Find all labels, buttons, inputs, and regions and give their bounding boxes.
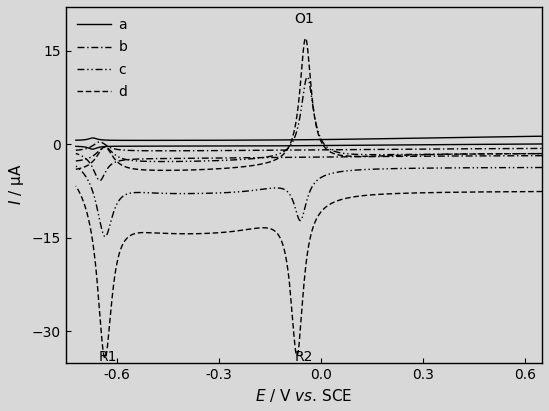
Legend: a, b, c, d: a, b, c, d bbox=[72, 14, 131, 103]
Text: R1: R1 bbox=[99, 350, 117, 364]
X-axis label: $\it{E}$ / V $\it{vs}$. SCE: $\it{E}$ / V $\it{vs}$. SCE bbox=[255, 387, 352, 404]
Y-axis label: $\it{I}$ / μA: $\it{I}$ / μA bbox=[7, 164, 26, 206]
Text: O1: O1 bbox=[294, 12, 313, 25]
Text: R2: R2 bbox=[295, 350, 313, 364]
